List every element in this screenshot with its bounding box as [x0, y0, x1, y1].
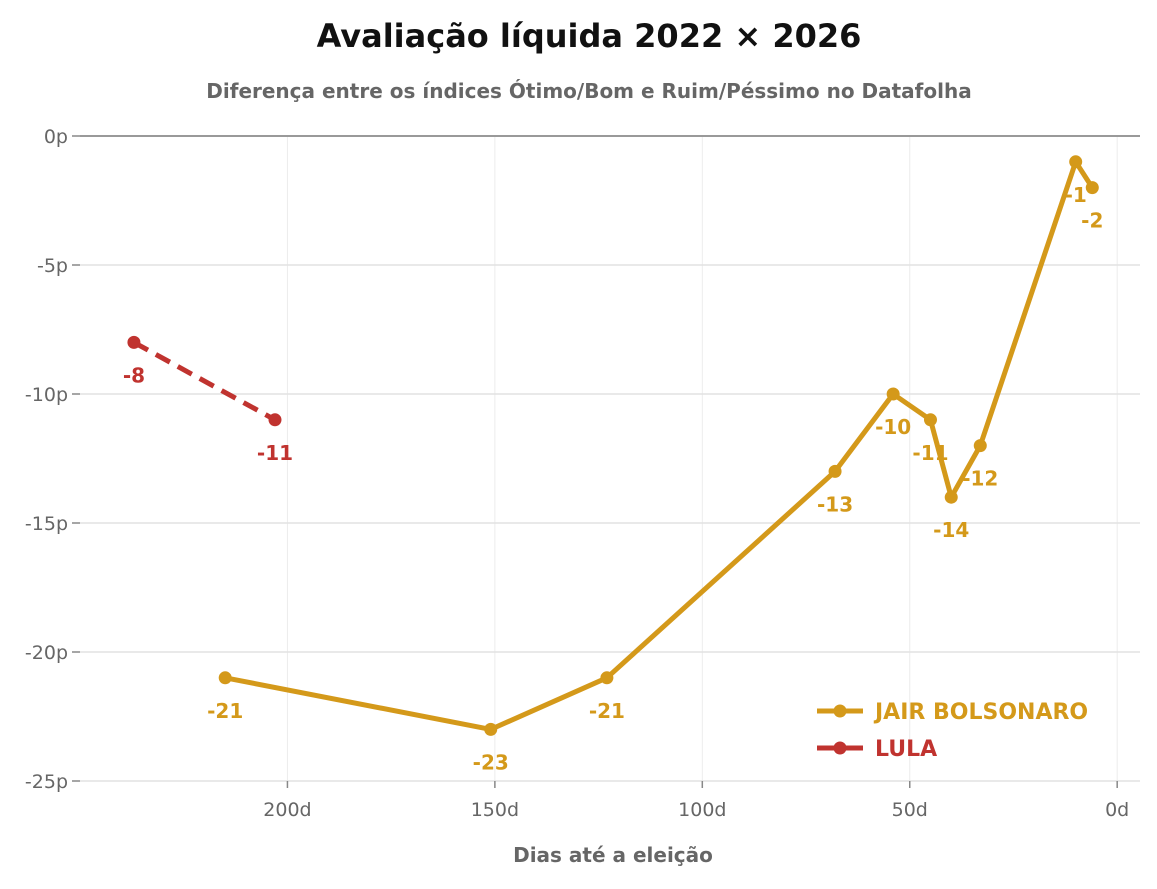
legend-label-lula: LULA: [875, 737, 937, 762]
series-line-lula: [132, 340, 277, 422]
x-tick-label: 150d: [471, 799, 519, 821]
data-label-lula: -11: [257, 441, 293, 465]
data-point-jair-bolsonaro: [600, 671, 614, 685]
data-point-lula: [268, 413, 282, 427]
x-tick-label: 100d: [678, 799, 726, 821]
data-label-jair-bolsonaro: -12: [962, 467, 998, 491]
data-point-jair-bolsonaro: [944, 490, 958, 504]
data-label-jair-bolsonaro: -13: [817, 492, 853, 516]
data-point-jair-bolsonaro: [1069, 155, 1083, 169]
data-point-jair-bolsonaro: [1085, 181, 1099, 195]
data-label-jair-bolsonaro: -23: [473, 750, 509, 774]
y-tick-label: -20p: [25, 642, 68, 664]
x-tick-label: 50d: [892, 799, 928, 821]
x-tick-label: 0d: [1105, 799, 1129, 821]
y-tick-label: -25p: [25, 771, 68, 793]
series-line-jair-bolsonaro: [224, 159, 1095, 732]
data-label-jair-bolsonaro: -1: [1065, 183, 1087, 207]
data-point-jair-bolsonaro: [218, 671, 232, 685]
data-point-jair-bolsonaro: [828, 464, 842, 478]
data-point-jair-bolsonaro: [973, 439, 987, 453]
y-tick-label: -5p: [37, 255, 68, 277]
x-axis-label: Dias até a eleição: [513, 843, 713, 867]
data-labels: -21-23-21-13-10-11-14-12-1-2-8-11: [123, 183, 1104, 775]
chart-title: Avaliação líquida 2022 × 2026: [317, 17, 862, 55]
legend-marker-jair-bolsonaro: [833, 704, 847, 718]
x-tick-label: 200d: [263, 799, 311, 821]
series: [127, 155, 1099, 736]
data-point-jair-bolsonaro: [886, 387, 900, 401]
chart-subtitle: Diferença entre os índices Ótimo/Bom e R…: [206, 79, 971, 103]
y-tick-label: -10p: [25, 384, 68, 406]
data-label-jair-bolsonaro: -2: [1081, 209, 1103, 233]
data-label-jair-bolsonaro: -14: [933, 518, 969, 542]
data-label-jair-bolsonaro: -21: [207, 699, 243, 723]
y-tick-label: -15p: [25, 513, 68, 535]
data-point-jair-bolsonaro: [484, 722, 498, 736]
data-label-lula: -8: [123, 363, 145, 387]
legend-marker-lula: [833, 741, 847, 755]
data-label-jair-bolsonaro: -11: [912, 441, 948, 465]
grid: [80, 135, 1140, 782]
legend-label-jair-bolsonaro: JAIR BOLSONARO: [873, 700, 1088, 725]
data-point-lula: [127, 335, 141, 349]
data-label-jair-bolsonaro: -21: [589, 699, 625, 723]
axes: 200d 150d 100d 50d 0d 0p -5p -10p -15p -20p -25p: [25, 126, 1129, 821]
data-point-jair-bolsonaro: [923, 413, 937, 427]
data-label-jair-bolsonaro: -10: [875, 415, 911, 439]
legend: JAIR BOLSONARO LULA: [817, 700, 1088, 762]
y-tick-label: 0p: [44, 126, 68, 148]
